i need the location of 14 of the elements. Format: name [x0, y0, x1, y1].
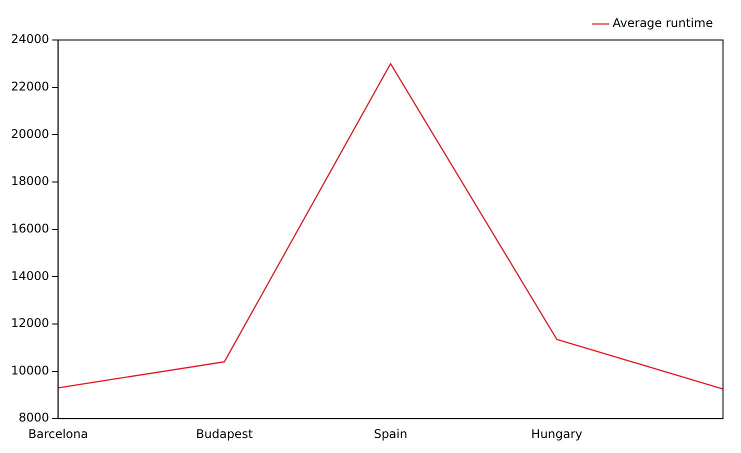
y-tick-label: 24000	[10, 32, 50, 46]
y-tick-label: 18000	[10, 174, 50, 188]
y-tick-label: 14000	[10, 268, 50, 283]
x-tick-label: Hungary	[531, 426, 582, 441]
x-tick-label: Budapest	[196, 426, 254, 441]
y-tick-label: 22000	[10, 79, 50, 94]
legend-label: Average runtime	[612, 16, 714, 30]
x-tick-label: Barcelona	[28, 426, 88, 441]
y-tick-label: 16000	[10, 221, 50, 236]
y-tick-label: 12000	[10, 316, 50, 330]
y-tick-label: 20000	[10, 126, 50, 141]
x-tick-label: Spain	[374, 426, 408, 441]
y-tick-label: 8000	[18, 410, 50, 425]
y-tick-label: 10000	[10, 363, 50, 378]
